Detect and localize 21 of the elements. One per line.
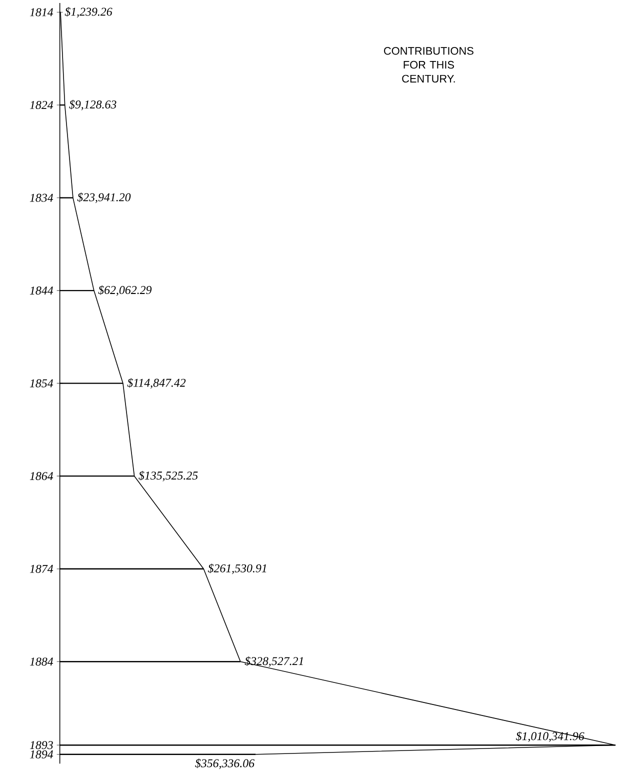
y-tick-label: 1874 (30, 564, 54, 573)
data-label: $328,527.21 (244, 656, 303, 667)
data-label: $356,336.06 (195, 758, 254, 770)
data-label: $135,525.25 (138, 470, 198, 482)
y-tick-label: 1824 (30, 100, 54, 110)
y-tick-label: 1864 (30, 472, 54, 480)
y-tick-label: 1834 (30, 194, 54, 202)
data-label: $1,239.26 (64, 7, 112, 18)
y-tick-label: 1814 (30, 8, 54, 16)
y-tick-label: 1844 (30, 286, 54, 295)
y-tick-label: 1884 (30, 658, 54, 666)
data-label: $114,847.42 (127, 378, 186, 389)
y-tick-label: 1894 (30, 750, 54, 758)
data-label: $1,010,341.96 (516, 731, 584, 742)
data-label: $261,530.91 (208, 564, 266, 574)
y-tick-label: 1893 (30, 741, 53, 750)
data-label: $62,062.29 (98, 285, 152, 296)
y-tick-label: 1854 (30, 379, 54, 388)
data-label: $9,128.63 (69, 100, 116, 110)
data-label: $23,941.20 (77, 192, 131, 204)
text: CONTRIBUTIONS FOR THIS CENTURY. (384, 47, 474, 83)
